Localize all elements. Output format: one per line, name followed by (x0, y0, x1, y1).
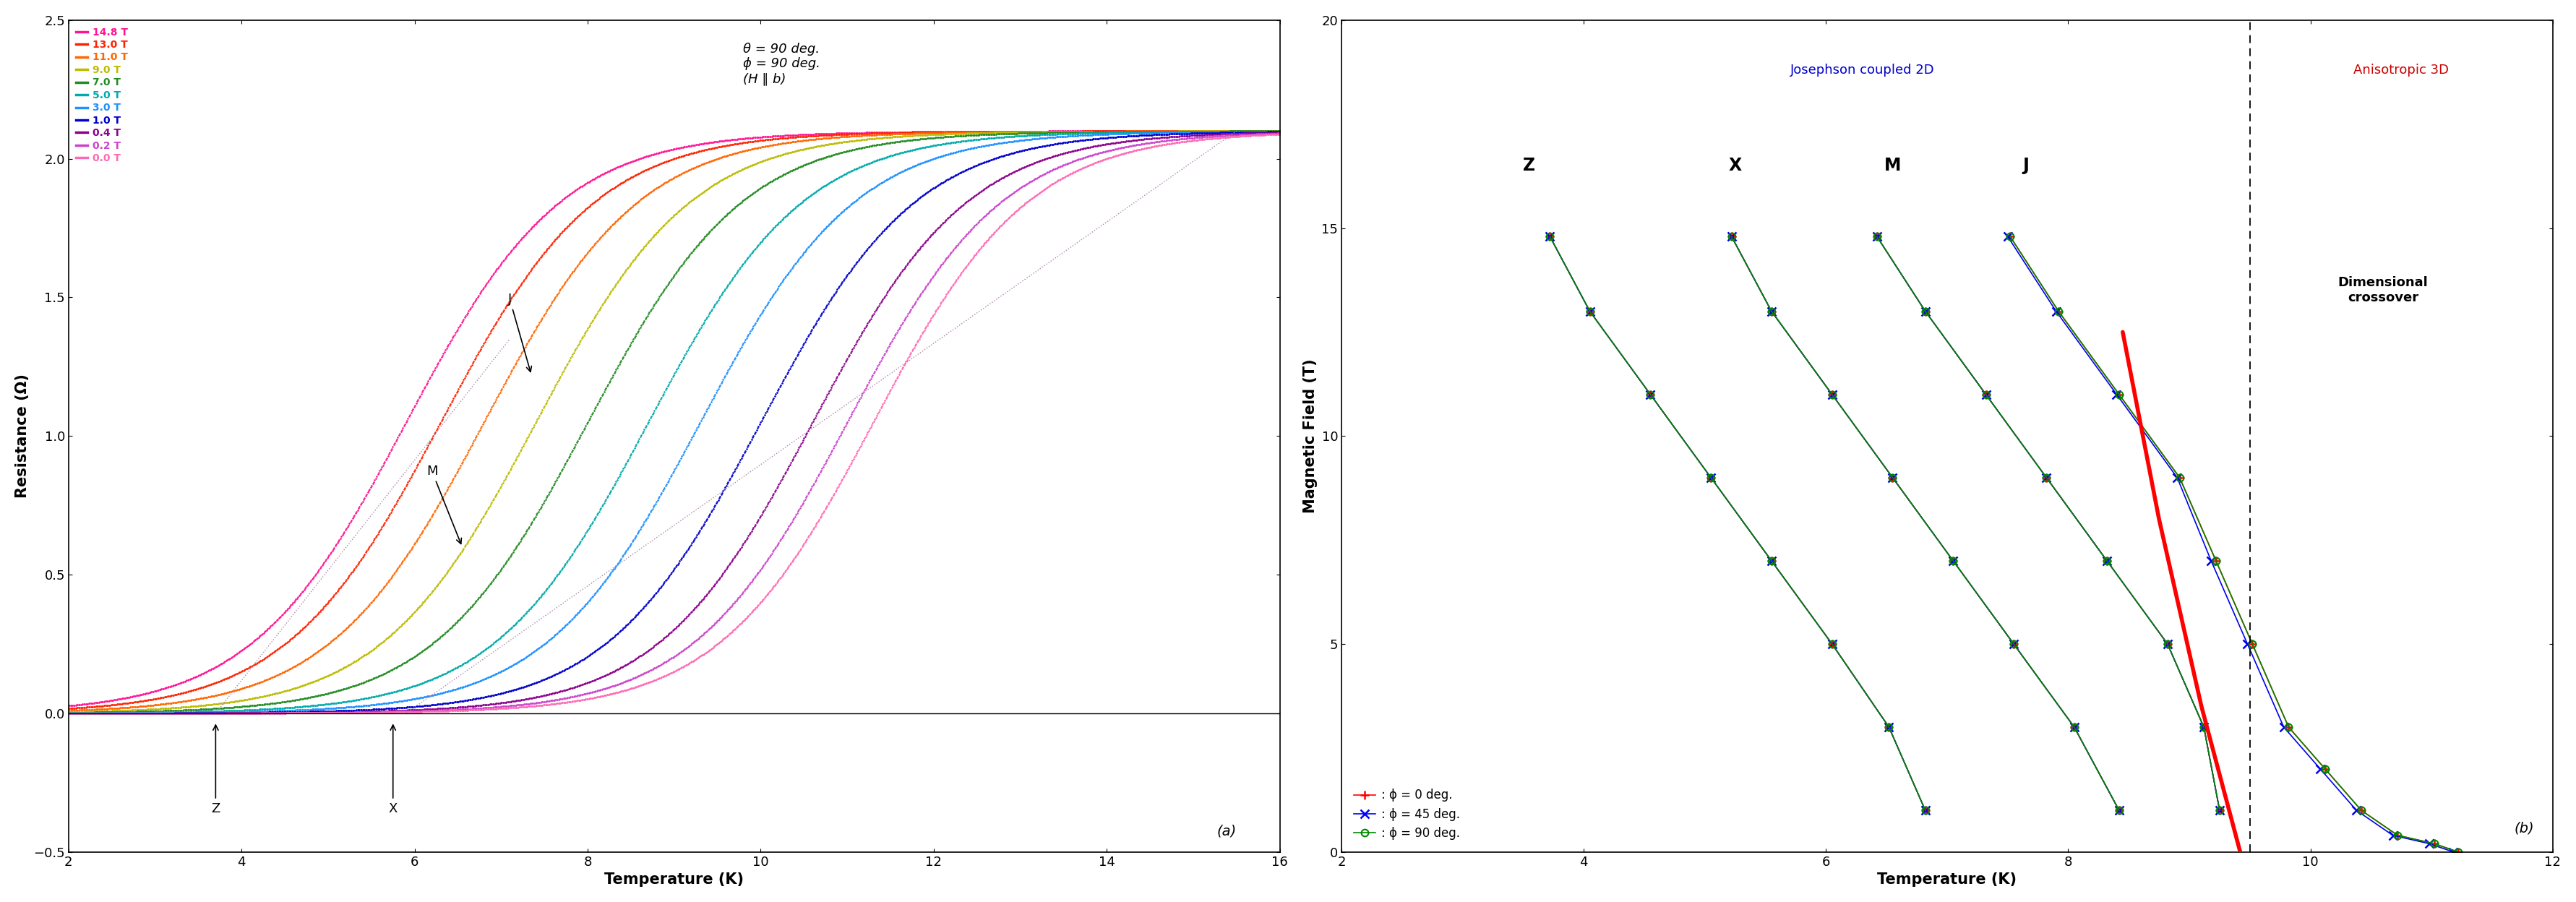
Text: Anisotropic 3D: Anisotropic 3D (2354, 63, 2450, 77)
Text: Z: Z (211, 725, 219, 815)
Text: X: X (1728, 157, 1741, 174)
Y-axis label: Resistance (Ω): Resistance (Ω) (15, 374, 28, 498)
Text: θ = 90 deg.
ϕ = 90 deg.
(H ∥ b): θ = 90 deg. ϕ = 90 deg. (H ∥ b) (744, 42, 822, 86)
Text: (b): (b) (2514, 822, 2535, 835)
Text: Z: Z (1522, 157, 1535, 174)
Text: Josephson coupled 2D: Josephson coupled 2D (1790, 63, 1935, 77)
Text: X: X (389, 725, 397, 815)
Text: M: M (1883, 157, 1901, 174)
X-axis label: Temperature (K): Temperature (K) (1878, 872, 2017, 887)
Text: Dimensional
crossover: Dimensional crossover (2339, 276, 2429, 305)
Text: J: J (2022, 157, 2030, 174)
Legend: : ϕ = 0 deg., : ϕ = 45 deg., : ϕ = 90 deg.: : ϕ = 0 deg., : ϕ = 45 deg., : ϕ = 90 de… (1347, 783, 1466, 846)
Legend: 14.8 T, 13.0 T, 11.0 T, 9.0 T, 7.0 T, 5.0 T, 3.0 T, 1.0 T, 0.4 T, 0.2 T, 0.0 T: 14.8 T, 13.0 T, 11.0 T, 9.0 T, 7.0 T, 5.… (75, 25, 131, 166)
Text: (a): (a) (1216, 824, 1236, 838)
Text: M: M (425, 465, 461, 544)
Text: J: J (507, 293, 531, 372)
Y-axis label: Magnetic Field (T): Magnetic Field (T) (1303, 359, 1316, 513)
X-axis label: Temperature (K): Temperature (K) (605, 872, 744, 887)
